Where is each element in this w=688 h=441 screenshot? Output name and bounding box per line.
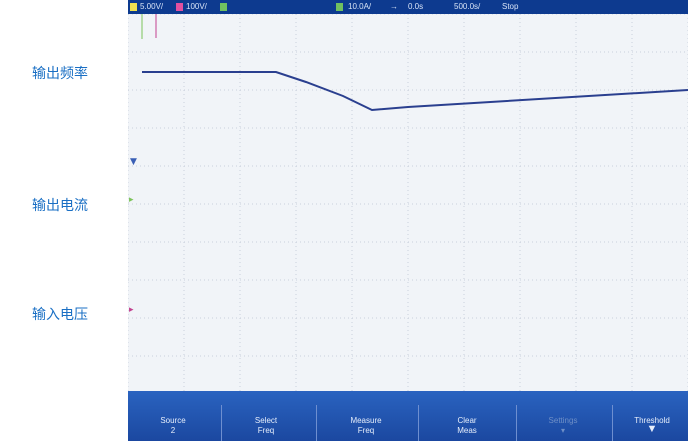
marker-current-icon: ▸	[129, 195, 134, 205]
softkey-bar: Source 2 Select Freq Measure Freq Clear …	[128, 391, 688, 441]
measure-softkey-label: Measure	[350, 416, 382, 425]
threshold-softkey-label: Threshold	[634, 416, 670, 425]
select-softkey-label: Select	[254, 416, 278, 425]
channel-4-indicator	[336, 3, 343, 11]
measure-softkey[interactable]: Measure Freq	[320, 391, 412, 441]
threshold-down-icon: ▼	[646, 423, 658, 435]
marker-1-icon: ▼	[130, 157, 137, 167]
channel-2-scale: 100V/	[186, 2, 207, 11]
run-state: Stop	[502, 2, 519, 11]
marker-voltage-icon: ▸	[129, 305, 134, 315]
output-frequency-trace	[142, 71, 688, 112]
settings-softkey[interactable]: Settings ▾	[520, 391, 606, 441]
source-softkey[interactable]: Source 2	[138, 391, 208, 441]
clear-softkey-label: Clear	[457, 416, 477, 425]
trigger-arrow-icon: →	[390, 2, 398, 11]
status-bar: 5.00V/ 100V/ 10.0A/ → 0.0s 500.0s/ Stop	[128, 0, 688, 14]
channel-4-scale: 10.0A/	[348, 2, 372, 11]
channel-3-indicator	[220, 3, 227, 11]
time-offset: 0.0s	[408, 2, 424, 11]
source-softkey-value: 2	[170, 426, 176, 435]
input-voltage-label: 输入电压	[32, 307, 88, 323]
threshold-softkey[interactable]: Threshold ▼	[616, 391, 688, 441]
clear-softkey-value: Meas	[457, 426, 477, 435]
settings-softkey-label: Settings	[548, 416, 578, 425]
time-scale: 500.0s/	[454, 2, 481, 11]
channel-1-indicator	[130, 3, 137, 11]
channel-1-scale: 5.00V/	[140, 2, 164, 11]
select-softkey[interactable]: Select Freq	[226, 391, 306, 441]
oscilloscope-screen: 5.00V/ 100V/ 10.0A/ → 0.0s 500.0s/ Stop …	[128, 0, 688, 441]
output-current-label: 输出电流	[32, 198, 88, 214]
channel-2-indicator	[176, 3, 183, 11]
source-softkey-label: Source	[160, 416, 186, 425]
select-softkey-value: Freq	[257, 426, 275, 435]
output-frequency-label: 输出频率	[32, 66, 88, 82]
waveform-graphic: ▼ ▸ ▸	[128, 0, 688, 391]
clear-softkey[interactable]: Clear Meas	[422, 391, 512, 441]
measure-softkey-value: Freq	[357, 426, 375, 435]
waveform-plot: ▼ ▸ ▸	[128, 0, 688, 391]
settings-down-icon: ▾	[560, 426, 565, 435]
